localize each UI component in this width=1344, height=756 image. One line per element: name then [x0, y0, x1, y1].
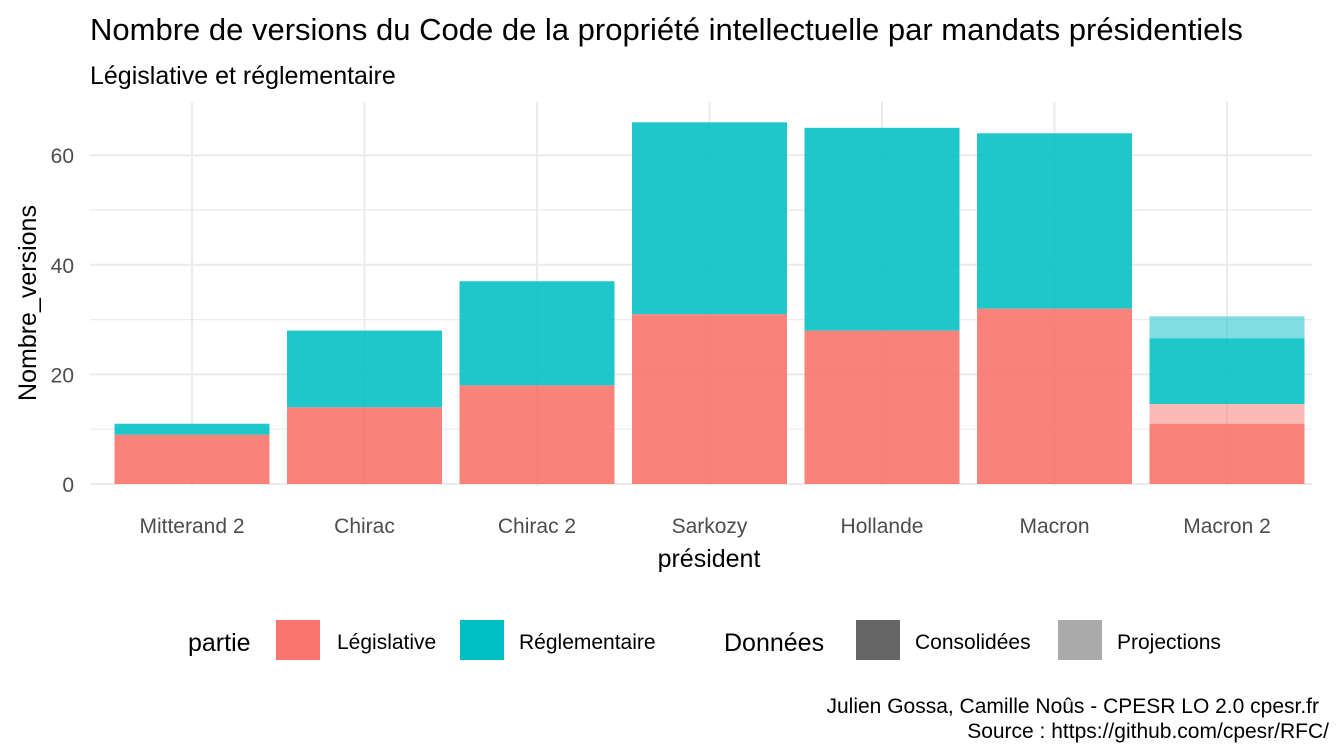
x-tick-label: Chirac 2 [498, 515, 576, 538]
legend-key-fill [460, 620, 504, 660]
x-tick-label: Sarkozy [672, 515, 748, 538]
y-tick-label: 40 [51, 255, 74, 278]
x-tick-label: Hollande [841, 515, 924, 538]
x-axis-title: président [658, 545, 761, 573]
legend: partie Données Législative Réglementaire C… [188, 620, 1221, 660]
y-tick-label: 0 [62, 474, 74, 497]
x-tick-label: Macron 2 [1183, 515, 1271, 538]
x-tick-label: Chirac [334, 515, 395, 538]
bar-legislative-consolidees [1149, 423, 1305, 484]
caption-author: Julien Gossa, Camille Noûs - CPESR LO 2.… [826, 695, 1319, 718]
bar-legislative-consolidees [632, 314, 787, 484]
legend-alpha-title: Données [724, 629, 824, 657]
bar-legislative-projections [1149, 403, 1305, 424]
legend-key-alpha [1058, 620, 1102, 660]
bar-reglementaire-projections [1149, 316, 1305, 339]
caption-source: Source : https://github.com/cpesr/RFC/ [967, 720, 1329, 743]
legend-fill-title: partie [188, 629, 251, 657]
x-tick-label: Mitterand 2 [139, 515, 244, 538]
chart-subtitle: Législative et réglementaire [90, 62, 396, 90]
y-tick-label: 20 [51, 364, 74, 387]
y-axis-title: Nombre_versions [14, 205, 42, 401]
y-tick-label: 60 [51, 145, 74, 168]
bar-reglementaire-consolidees [1149, 338, 1305, 404]
bar-reglementaire-consolidees [804, 127, 960, 331]
bar-legislative-consolidees [114, 434, 270, 484]
bar-reglementaire-consolidees [977, 133, 1132, 309]
y-tick-labels: 0 20 40 60 [51, 145, 74, 497]
legend-label: Législative [337, 631, 436, 654]
bar-reglementaire-consolidees [287, 330, 442, 408]
legend-label: Projections [1117, 631, 1221, 654]
x-tick-label: Macron [1019, 515, 1089, 538]
chart-title: Nombre de versions du Code de la proprié… [90, 12, 1243, 47]
bar-reglementaire-consolidees [114, 423, 270, 435]
bar-reglementaire-consolidees [632, 122, 787, 315]
bar-reglementaire-consolidees [459, 281, 615, 386]
bar-legislative-consolidees [459, 385, 615, 484]
x-tick-labels: Mitterand 2 Chirac Chirac 2 Sarkozy Hollande… [139, 515, 1270, 538]
bar-legislative-consolidees [287, 407, 442, 484]
bar-legislative-consolidees [804, 330, 960, 484]
bar-legislative-consolidees [977, 308, 1132, 484]
legend-label: Réglementaire [519, 631, 656, 654]
legend-key-fill [276, 620, 320, 660]
legend-key-alpha [856, 620, 900, 660]
bars [114, 122, 1305, 484]
legend-label: Consolidées [915, 631, 1031, 654]
